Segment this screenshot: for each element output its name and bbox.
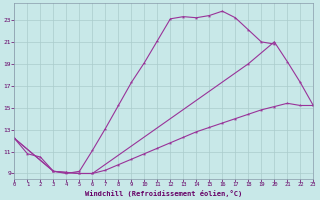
X-axis label: Windchill (Refroidissement éolien,°C): Windchill (Refroidissement éolien,°C) — [85, 190, 243, 197]
